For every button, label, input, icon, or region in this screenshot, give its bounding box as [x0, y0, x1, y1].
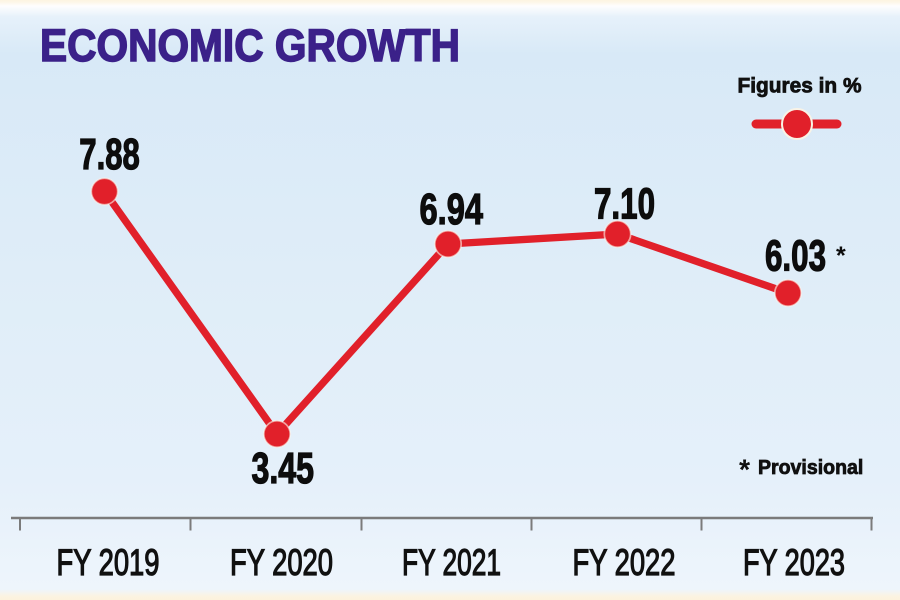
svg-text:7.10: 7.10 [594, 180, 655, 229]
svg-text:Figures in %: Figures in % [738, 75, 862, 98]
svg-text:6.94: 6.94 [420, 185, 484, 234]
svg-text:FY 2020: FY 2020 [230, 541, 333, 583]
svg-text:3.45: 3.45 [252, 444, 315, 493]
svg-text:*: * [836, 242, 846, 270]
svg-text:*: * [739, 454, 751, 486]
svg-text:ECONOMIC GROWTH: ECONOMIC GROWTH [40, 20, 460, 71]
svg-text:FY 2019: FY 2019 [57, 541, 160, 583]
svg-text:6.03: 6.03 [765, 232, 826, 281]
svg-text:FY 2023: FY 2023 [743, 541, 845, 583]
svg-text:Provisional: Provisional [758, 456, 863, 479]
svg-text:7.88: 7.88 [79, 130, 140, 179]
svg-text:FY 2022: FY 2022 [573, 541, 676, 583]
svg-text:FY 2021: FY 2021 [402, 541, 501, 583]
